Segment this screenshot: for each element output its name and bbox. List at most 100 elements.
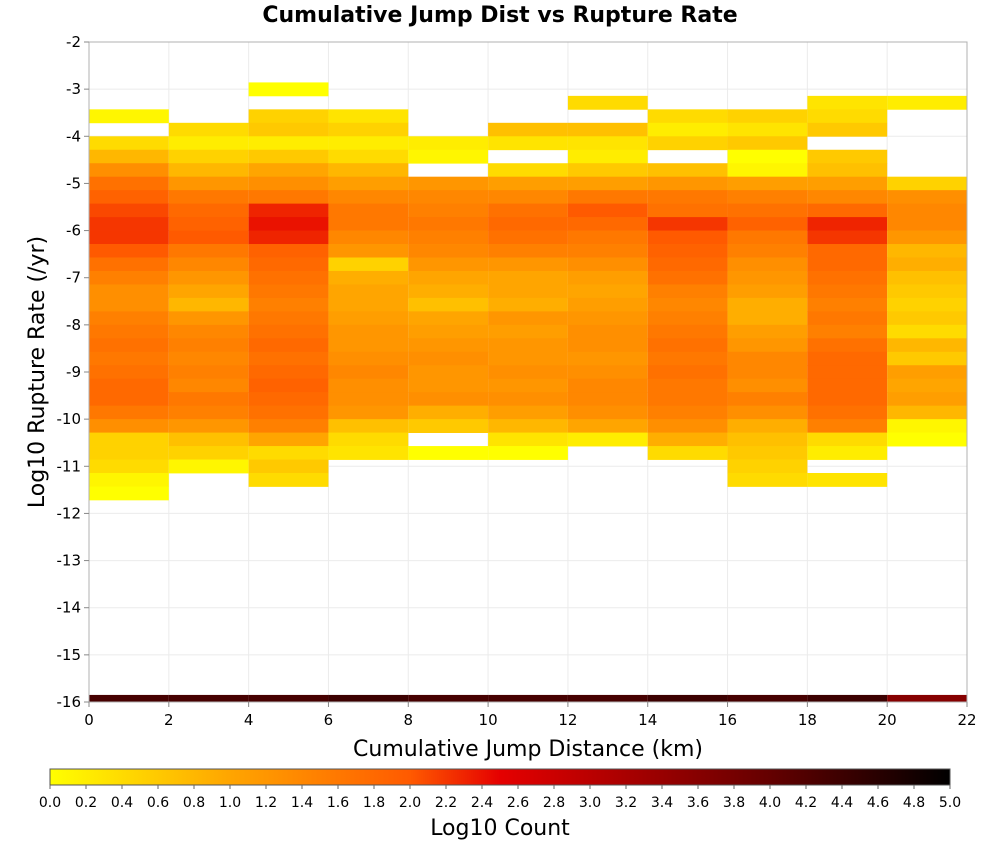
heatmap-cell	[647, 109, 728, 124]
x-axis-label: Cumulative Jump Distance (km)	[353, 737, 703, 762]
heatmap-cell	[168, 351, 249, 366]
heatmap-cell	[408, 365, 489, 380]
heatmap-cell	[89, 203, 169, 218]
heatmap-cell	[168, 230, 249, 245]
heatmap-cell	[89, 136, 169, 151]
heatmap-cell	[488, 694, 568, 702]
heatmap-cell	[887, 432, 967, 447]
heatmap-cell	[89, 176, 169, 191]
heatmap-cell	[328, 176, 409, 191]
heatmap-cell	[727, 351, 808, 366]
heatmap-cell	[89, 217, 169, 231]
heatmap-cell	[168, 163, 249, 178]
heatmap-cell	[168, 257, 249, 272]
heatmap-cell	[727, 203, 808, 218]
heatmap-cell	[168, 392, 249, 407]
heatmap-cell	[647, 419, 728, 433]
heatmap-cell	[89, 378, 169, 393]
heatmap-cell	[807, 446, 888, 460]
heatmap-cell	[727, 109, 808, 124]
heatmap-cell	[89, 324, 169, 339]
y-tick-label: -9	[66, 363, 81, 381]
heatmap-cell	[89, 446, 169, 460]
heatmap-cell	[807, 392, 888, 407]
heatmap-cell	[567, 284, 648, 299]
heatmap-cell	[647, 351, 728, 366]
heatmap-cell	[567, 176, 648, 191]
colorbar-tick-label: 3.6	[687, 795, 709, 811]
heatmap-cell	[727, 149, 808, 164]
heatmap-cell	[647, 311, 728, 326]
heatmap-cell	[887, 95, 967, 110]
heatmap-cell	[408, 351, 489, 366]
heatmap-cell	[488, 365, 568, 380]
heatmap-cell	[328, 432, 409, 447]
y-tick-label: -14	[57, 599, 82, 617]
colorbar-tick-label: 2.2	[435, 795, 457, 811]
heatmap-cell	[408, 136, 489, 151]
heatmap-cell	[647, 163, 728, 178]
heatmap-cell	[248, 122, 329, 137]
heatmap-cell	[248, 378, 329, 393]
heatmap-cell	[168, 694, 249, 702]
y-tick-label: -6	[66, 222, 81, 240]
heatmap-cell	[488, 405, 568, 420]
colorbar-tick-label: 4.6	[867, 795, 889, 811]
heatmap-cell	[727, 446, 808, 460]
heatmap-cells	[89, 82, 967, 702]
heatmap-cell	[807, 432, 888, 447]
heatmap-cell	[488, 244, 568, 258]
colorbar-tick-label: 3.0	[579, 795, 601, 811]
heatmap-cell	[647, 176, 728, 191]
heatmap-cell	[647, 122, 728, 137]
colorbar-tick-label: 1.6	[327, 795, 349, 811]
y-tick-label: -7	[66, 269, 81, 287]
heatmap-cell	[727, 405, 808, 420]
heatmap-cell	[168, 419, 249, 433]
heatmap-cell	[887, 405, 967, 420]
heatmap-cell	[807, 472, 888, 487]
colorbar-tick-label: 0.2	[75, 795, 97, 811]
heatmap-cell	[168, 459, 249, 474]
heatmap-cell	[488, 122, 568, 137]
heatmap-cell	[727, 392, 808, 407]
heatmap-cell	[647, 230, 728, 245]
heatmap-cell	[887, 203, 967, 218]
heatmap-cell	[887, 419, 967, 433]
heatmap-cell	[567, 324, 648, 339]
heatmap-cell	[89, 472, 169, 487]
heatmap-cell	[89, 284, 169, 299]
chart-title: Cumulative Jump Dist vs Rupture Rate	[262, 3, 737, 28]
heatmap-cell	[807, 297, 888, 312]
heatmap-cell	[807, 694, 888, 702]
heatmap-cell	[488, 257, 568, 272]
heatmap-cell	[488, 230, 568, 245]
heatmap-cell	[168, 244, 249, 258]
y-tick-label: -8	[66, 316, 81, 334]
heatmap-cell	[647, 338, 728, 353]
x-axis-ticks: 0 2 4 6 8 10 12 14 16 18 20 22	[84, 702, 977, 729]
y-tick-label: -10	[57, 410, 82, 428]
heatmap-cell	[567, 351, 648, 366]
heatmap-cell	[89, 297, 169, 312]
heatmap-cell	[328, 284, 409, 299]
heatmap-cell	[408, 378, 489, 393]
y-tick-label: -4	[66, 127, 81, 145]
heatmap-cell	[408, 284, 489, 299]
heatmap-cell	[408, 149, 489, 164]
heatmap-cell	[248, 230, 329, 245]
heatmap-cell	[488, 190, 568, 205]
heatmap-cell	[887, 351, 967, 366]
heatmap-cell	[887, 270, 967, 285]
heatmap-cell	[807, 351, 888, 366]
heatmap-cell	[567, 257, 648, 272]
y-tick-label: -5	[66, 174, 81, 192]
heatmap-cell	[328, 338, 409, 353]
heatmap-cell	[89, 419, 169, 433]
heatmap-cell	[168, 190, 249, 205]
heatmap-cell	[168, 378, 249, 393]
heatmap-cell	[248, 163, 329, 178]
heatmap-cell	[807, 122, 888, 137]
y-tick-label: -13	[57, 552, 82, 570]
colorbar-tick-label: 2.8	[543, 795, 565, 811]
